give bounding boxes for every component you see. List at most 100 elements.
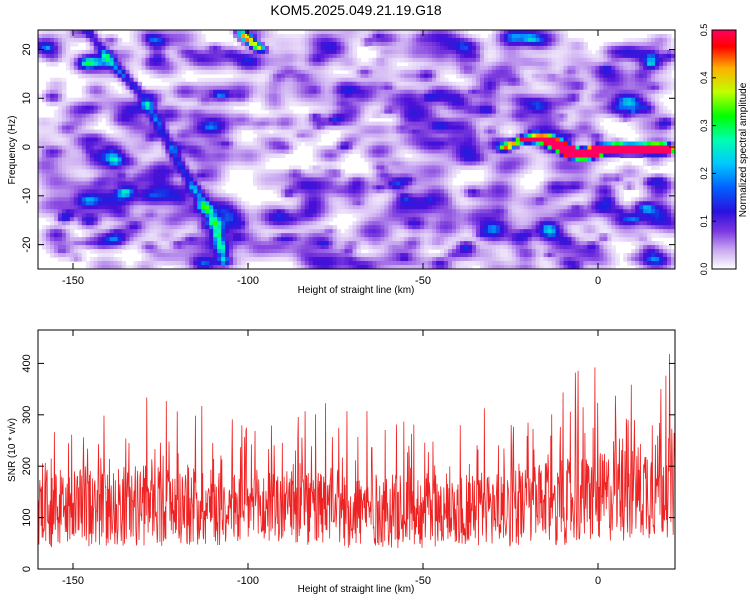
heatmap-cell (201, 97, 206, 103)
heatmap-cell (173, 93, 178, 99)
heatmap-cell (460, 157, 465, 163)
heatmap-cell (555, 45, 561, 51)
heatmap-cell (141, 41, 147, 47)
heatmap-cell (364, 97, 370, 103)
heatmap-cell (320, 85, 326, 91)
heatmap-cell (372, 109, 378, 115)
heatmap-cell (81, 121, 87, 127)
heatmap-cell (328, 49, 334, 55)
heatmap-cell (304, 97, 310, 103)
heatmap-cell (38, 117, 43, 123)
heatmap-cell (619, 81, 624, 87)
heatmap-cell (527, 145, 533, 151)
heatmap-cell (647, 113, 652, 119)
heatmap-cell (388, 121, 393, 127)
heatmap-cell (643, 121, 648, 127)
heatmap-cell (627, 41, 632, 47)
heatmap-cell (428, 30, 433, 35)
heatmap-cell (272, 137, 278, 143)
heatmap-cell (452, 125, 457, 131)
heatmap-cell (643, 97, 648, 103)
heatmap-cell (268, 57, 274, 63)
heatmap-cell (113, 65, 119, 71)
heatmap-cell (559, 157, 565, 163)
heatmap-cell (611, 117, 616, 123)
heatmap-cell (623, 41, 628, 47)
heatmap-cell (105, 89, 111, 95)
heatmap-cell (181, 101, 186, 107)
heatmap-cell (121, 109, 127, 115)
heatmap-cell (109, 45, 115, 51)
heatmap-cell (173, 109, 178, 115)
heatmap-cell (245, 81, 250, 87)
heatmap-cell (181, 125, 186, 131)
heatmap-cell (328, 153, 334, 159)
heatmap-cell (133, 117, 139, 123)
heatmap-cell (511, 161, 517, 167)
heatmap-cell (85, 30, 91, 35)
heatmap-cell (237, 157, 242, 163)
heatmap-cell (153, 41, 159, 47)
heatmap-cell (229, 153, 234, 159)
heatmap-cell (563, 41, 569, 47)
heatmap-cell (81, 109, 87, 115)
heatmap-cell (149, 30, 155, 35)
heatmap-cell (312, 145, 318, 151)
heatmap-cell (209, 61, 214, 67)
heatmap-cell (424, 141, 429, 147)
heatmap-cell (245, 121, 250, 127)
heatmap-cell (292, 77, 298, 83)
heatmap-cell (424, 45, 429, 51)
heatmap-cell (511, 121, 517, 127)
heatmap-cell (53, 30, 59, 35)
heatmap-cell (320, 117, 326, 123)
heatmap-cell (416, 73, 421, 79)
heatmap-cell (57, 45, 63, 51)
heatmap-cell (157, 105, 163, 111)
heatmap-cell (392, 109, 397, 115)
heatmap-cell (316, 89, 322, 95)
heatmap-cell (205, 49, 210, 55)
heatmap-cell (440, 101, 445, 107)
heatmap-cell (340, 77, 346, 83)
heatmap-cell (643, 69, 648, 75)
heatmap-cell (647, 69, 652, 75)
heatmap-cell (133, 69, 139, 75)
heatmap-cell (599, 137, 604, 143)
heatmap-cell (479, 101, 485, 107)
heatmap-cell (483, 117, 489, 123)
heatmap-cell (663, 125, 668, 131)
heatmap-cell (416, 149, 421, 155)
heatmap-cell (559, 57, 565, 63)
heatmap-cell (121, 41, 127, 47)
heatmap-cell (181, 137, 186, 143)
heatmap-cell (193, 97, 198, 103)
heatmap-cell (300, 49, 306, 55)
heatmap-cell (81, 57, 87, 63)
heatmap-cell (420, 45, 425, 51)
heatmap-cell (264, 137, 270, 143)
heatmap-cell (483, 81, 489, 87)
heatmap-cell (113, 149, 119, 155)
heatmap-cell (583, 129, 589, 135)
heatmap-cell (567, 37, 573, 43)
heatmap-cell (551, 137, 557, 143)
heatmap-cell (436, 133, 441, 139)
heatmap-cell (237, 57, 242, 63)
heatmap-cell (627, 153, 632, 159)
heatmap-cell (571, 141, 577, 147)
heatmap-cell (280, 109, 286, 115)
heatmap-cell (241, 121, 246, 127)
heatmap-cell (651, 153, 656, 159)
heatmap-cell (89, 153, 95, 159)
heatmap-cell (45, 53, 51, 59)
heatmap-cell (41, 153, 47, 159)
heatmap-cell (284, 41, 290, 47)
heatmap-cell (380, 121, 385, 127)
heatmap-cell (209, 161, 214, 167)
heatmap-cell (559, 41, 565, 47)
heatmap-cell (264, 73, 270, 79)
heatmap-cell (631, 153, 636, 159)
heatmap-cell (125, 101, 131, 107)
heatmap-cell (193, 57, 198, 63)
